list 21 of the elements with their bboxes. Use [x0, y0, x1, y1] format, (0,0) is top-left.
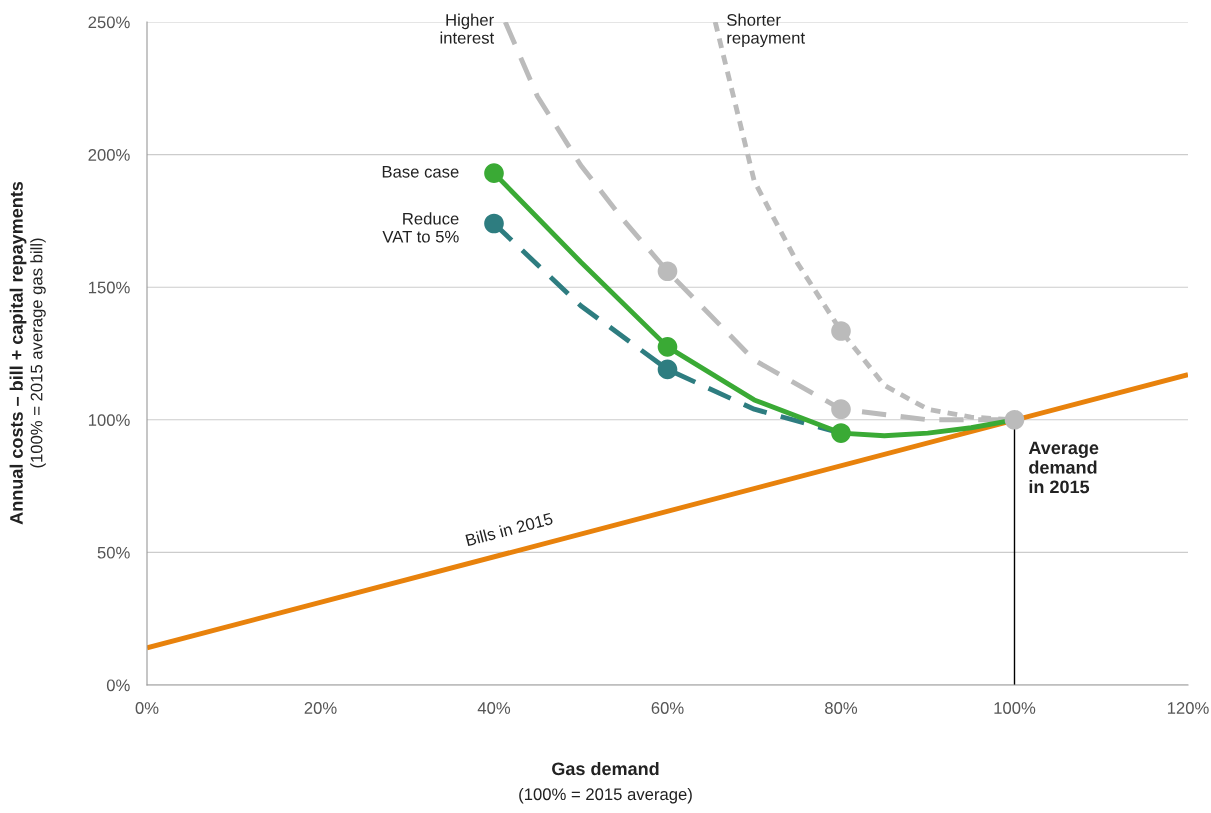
y-tick-label: 200%: [88, 149, 130, 161]
x-tick-label: 20%: [304, 702, 337, 714]
y-tick-label: 100%: [88, 414, 130, 426]
x-tick-label: 0%: [135, 702, 159, 714]
y-tick-label: 250%: [88, 16, 130, 29]
y-tick-label: 0%: [106, 679, 130, 692]
x-tick-label: 40%: [477, 702, 511, 714]
x-tick-label: 60%: [651, 702, 684, 714]
y-axis-title: Annual costs – bill + capital repayments (100% = 2015 average gas bill): [9, 181, 46, 525]
x-tick-label: 100%: [994, 702, 1036, 714]
ref-line-label: Average demand in 2015: [1028, 441, 1099, 494]
text: Reduce VAT to 5%: [382, 212, 459, 243]
x-axis-title: Gas demand (100% = 2015 average): [519, 761, 692, 804]
x-tick-label: 80%: [825, 702, 858, 714]
x-tick-label: 120%: [1167, 702, 1209, 714]
text: Base case: [382, 166, 459, 178]
series-label: Higher interest: [440, 13, 495, 44]
y-tick-label: 50%: [97, 546, 130, 559]
series-label: Shorter repayment: [727, 13, 805, 48]
y-tick-label: 150%: [88, 281, 130, 294]
text: Bills in 2015: [465, 512, 554, 547]
